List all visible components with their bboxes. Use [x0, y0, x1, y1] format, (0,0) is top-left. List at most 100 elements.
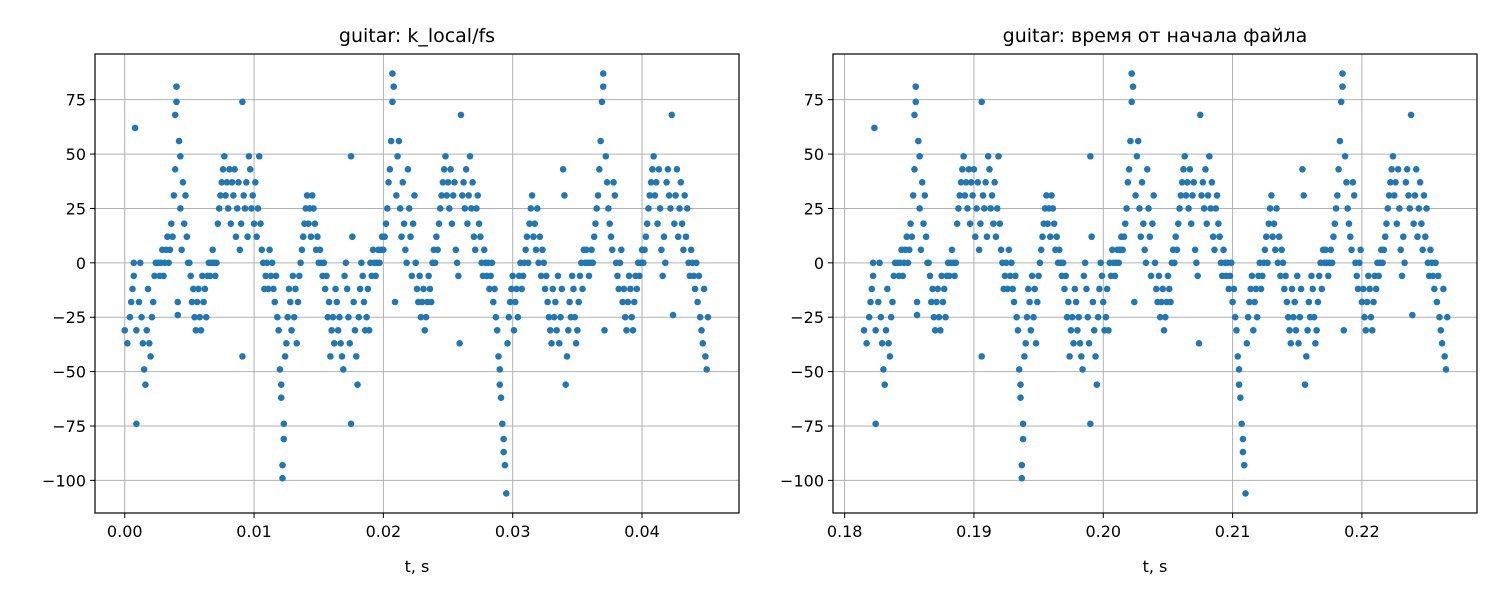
- data-point: [974, 179, 982, 186]
- data-point: [1231, 313, 1239, 321]
- data-point: [1187, 220, 1195, 227]
- data-point: [166, 246, 174, 254]
- data-point: [433, 233, 440, 241]
- data-point: [135, 298, 143, 306]
- data-point: [1249, 326, 1257, 334]
- data-point: [607, 233, 615, 241]
- data-point: [1379, 259, 1386, 267]
- data-point: [912, 98, 920, 106]
- data-point: [1441, 353, 1448, 360]
- data-point: [1124, 179, 1132, 186]
- data-point: [1159, 285, 1167, 293]
- data-point: [276, 366, 284, 373]
- data-point: [469, 179, 476, 186]
- data-point: [1344, 205, 1351, 212]
- data-point: [656, 205, 664, 212]
- data-point: [585, 272, 593, 280]
- data-point: [1171, 259, 1178, 267]
- data-point: [440, 165, 448, 173]
- data-point: [904, 259, 912, 267]
- data-point: [1212, 205, 1220, 212]
- data-point: [1145, 205, 1152, 212]
- data-point: [1186, 165, 1194, 173]
- data-point: [550, 313, 558, 321]
- data-point: [1388, 165, 1395, 173]
- data-point: [1411, 192, 1419, 199]
- data-point: [1012, 272, 1019, 280]
- data-point: [1389, 152, 1397, 160]
- data-point: [1074, 326, 1081, 334]
- data-point: [129, 285, 136, 293]
- data-point: [885, 340, 892, 347]
- data-point: [1337, 98, 1345, 106]
- data-point: [1387, 179, 1394, 186]
- data-point: [541, 285, 549, 293]
- data-point: [1257, 285, 1265, 293]
- data-point: [380, 246, 387, 254]
- data-point: [504, 340, 511, 347]
- data-point: [486, 285, 493, 293]
- x-tick-label: 0.03: [495, 522, 531, 541]
- data-point: [1399, 233, 1407, 241]
- data-point: [1063, 313, 1071, 321]
- data-point: [389, 98, 396, 106]
- data-point: [455, 272, 462, 280]
- data-point: [230, 192, 237, 199]
- data-point: [1172, 233, 1179, 241]
- data-point: [1252, 285, 1260, 293]
- data-point: [323, 272, 330, 280]
- data-point: [860, 326, 868, 334]
- data-point: [913, 298, 921, 306]
- data-point: [683, 205, 691, 212]
- data-point: [470, 233, 478, 241]
- data-point: [531, 220, 538, 227]
- data-point: [209, 246, 216, 254]
- data-point: [558, 285, 566, 293]
- data-point: [1019, 420, 1027, 428]
- data-point: [500, 435, 507, 443]
- data-point: [177, 205, 184, 212]
- data-point: [1393, 220, 1401, 227]
- data-point: [1304, 326, 1311, 334]
- data-point: [920, 220, 927, 227]
- data-point: [254, 205, 262, 212]
- data-point: [1437, 326, 1445, 334]
- data-point: [599, 70, 607, 77]
- data-point: [277, 381, 285, 388]
- y-tick-label: 25: [66, 199, 86, 218]
- data-point: [1283, 298, 1291, 306]
- data-point: [1103, 285, 1111, 293]
- data-point: [703, 366, 710, 373]
- data-point: [506, 298, 514, 306]
- data-point: [215, 205, 223, 212]
- data-point: [961, 192, 969, 199]
- data-point: [284, 313, 291, 321]
- data-point: [1129, 83, 1137, 90]
- data-point: [1088, 233, 1095, 241]
- data-point: [929, 285, 936, 293]
- data-point: [217, 192, 224, 199]
- data-point: [1336, 137, 1344, 145]
- data-point: [1239, 448, 1247, 456]
- data-point: [420, 285, 427, 293]
- data-point: [588, 246, 595, 254]
- data-point: [1037, 246, 1045, 254]
- data-point: [992, 233, 1000, 241]
- data-point: [596, 165, 603, 173]
- data-point: [1339, 70, 1346, 77]
- data-point: [867, 298, 874, 306]
- data-point: [524, 259, 532, 267]
- x-axis-label: t, s: [405, 557, 430, 576]
- data-point: [250, 220, 258, 227]
- data-point: [1072, 298, 1080, 306]
- data-point: [1436, 313, 1443, 321]
- data-point: [458, 192, 466, 199]
- data-point: [1343, 179, 1350, 186]
- data-point: [171, 165, 179, 173]
- data-point: [496, 366, 504, 373]
- data-point: [1275, 233, 1283, 241]
- data-point: [425, 272, 432, 280]
- data-point: [1030, 313, 1037, 321]
- data-point: [487, 272, 495, 280]
- data-point: [672, 192, 679, 199]
